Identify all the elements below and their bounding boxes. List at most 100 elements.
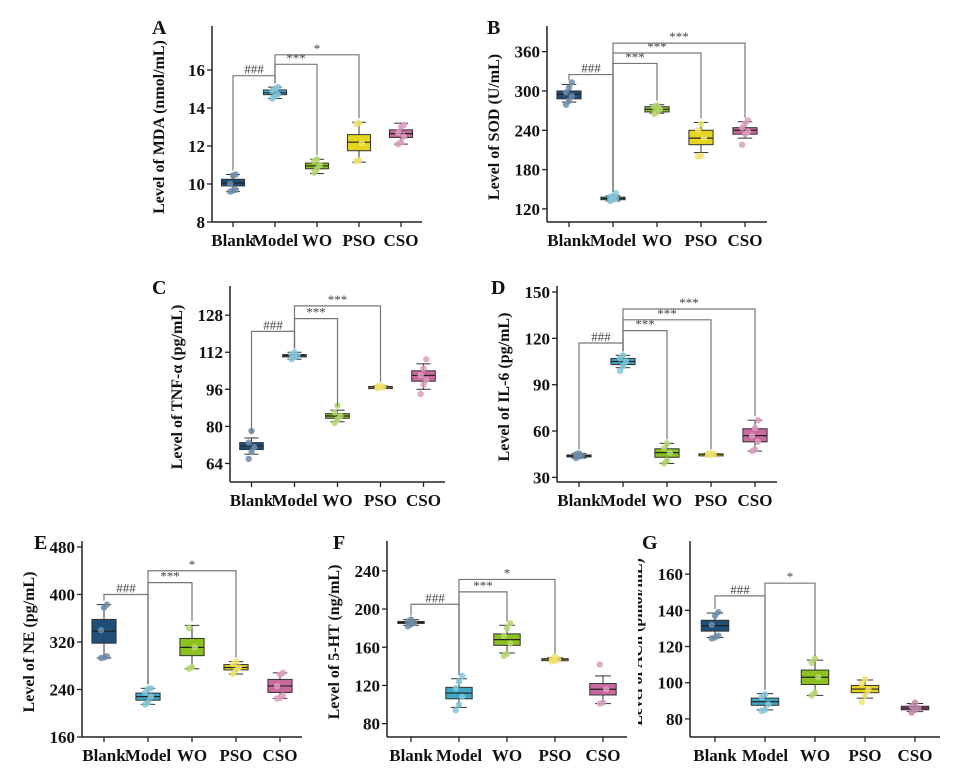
x-tick-label: PSO [538, 746, 571, 765]
data-point [551, 653, 559, 660]
x-tick-label: CSO [898, 746, 933, 765]
x-tick-label: PSO [342, 231, 375, 250]
box-model [750, 691, 780, 714]
data-point [232, 171, 239, 178]
significance-label: *** [679, 295, 699, 310]
significance-label: *** [286, 50, 306, 65]
y-tick-label: 100 [658, 674, 684, 693]
significance-label: ### [730, 582, 750, 597]
data-point [663, 457, 671, 464]
data-point [407, 616, 415, 623]
x-tick-label: WO [302, 231, 332, 250]
data-point [506, 640, 514, 647]
box-cso [900, 699, 930, 716]
x-tick-label: CSO [406, 491, 441, 510]
y-tick-label: 120 [525, 329, 551, 348]
box-blank [556, 79, 582, 108]
data-point [748, 432, 756, 439]
panel-F: F 80 120 160 200 240 Level of 5-HT (ng/mL) Blan… [325, 525, 635, 770]
data-point [248, 448, 255, 456]
x-tick-label: WO [642, 231, 672, 250]
data-point [700, 134, 708, 142]
data-point [697, 152, 705, 160]
bracket-line [274, 63, 318, 156]
y-tick-label: 80 [206, 417, 223, 436]
data-point [458, 672, 466, 680]
box-model [610, 352, 636, 374]
box-blank [700, 608, 730, 642]
y-tick-label: 300 [515, 82, 541, 101]
y-tick-label: 30 [533, 468, 550, 487]
box-model [135, 685, 161, 708]
data-point [232, 186, 239, 193]
data-point [97, 626, 105, 634]
x-tick-label: Blank [693, 746, 737, 765]
y-tick-label: 120 [355, 676, 381, 695]
y-tick-label: 240 [50, 681, 76, 700]
data-point [707, 450, 715, 457]
box-wo [304, 156, 330, 176]
data-point [811, 689, 819, 696]
data-point [279, 692, 287, 699]
data-point [565, 84, 573, 91]
y-tick-label: 140 [658, 601, 684, 620]
data-point [575, 450, 583, 457]
data-point [506, 620, 514, 627]
data-point [619, 362, 627, 370]
data-point [397, 139, 405, 146]
panel-E: E 160 240 320 400 480 Level of NE (pg/mL) Blank… [0, 525, 310, 770]
significance-label: *** [647, 39, 667, 54]
data-point [858, 680, 865, 687]
data-point [103, 601, 111, 608]
x-tick-label: CSO [738, 491, 773, 510]
significance-bracket: ### [568, 61, 614, 192]
data-point [245, 455, 252, 463]
data-point [815, 674, 822, 681]
data-point [235, 664, 243, 671]
box-blank [566, 450, 592, 462]
significance-label: * [314, 41, 321, 56]
data-point [420, 381, 427, 388]
x-tick-label: WO [492, 746, 522, 765]
data-point [452, 685, 460, 692]
data-point [715, 632, 722, 639]
box-cso [732, 117, 758, 148]
x-tick-label: CSO [728, 231, 763, 250]
significance-bracket: *** [612, 49, 658, 192]
y-tick-label: 14 [188, 99, 206, 118]
x-tick-label: Blank [547, 231, 591, 250]
data-point [273, 682, 281, 690]
data-point [865, 686, 872, 694]
significance-label: *** [328, 292, 348, 307]
data-point [232, 658, 240, 665]
y-tick-label: 400 [50, 586, 76, 605]
significance-label: ### [591, 329, 611, 344]
x-tick-label: Model [271, 491, 318, 510]
y-tick-label: 320 [50, 633, 76, 652]
bracket-line [274, 54, 360, 119]
y-axis-label: Level of IL-6 (pg/mL) [496, 313, 513, 462]
data-point [147, 685, 155, 692]
box-model [262, 83, 288, 102]
box-pso [223, 658, 249, 678]
significance-label: *** [160, 569, 180, 584]
panel-label: E [34, 532, 47, 554]
x-tick-label: CSO [586, 746, 621, 765]
box-cso [388, 121, 414, 148]
panel-label: B [487, 17, 500, 39]
x-tick-label: Model [436, 746, 483, 765]
significance-bracket: *** [612, 29, 746, 192]
data-point [715, 608, 722, 616]
significance-bracket: *** [622, 317, 668, 440]
box-cso [267, 669, 293, 702]
x-tick-label: CSO [384, 231, 419, 250]
y-tick-label: 96 [206, 380, 223, 399]
bracket-line [764, 582, 816, 690]
data-point [761, 706, 769, 714]
significance-label: ### [425, 590, 445, 605]
data-point [565, 97, 573, 104]
data-point [622, 358, 630, 365]
y-axis-label: Level of MDA (nmol/mL) [151, 40, 168, 214]
data-point [708, 621, 715, 629]
data-point [915, 704, 922, 712]
